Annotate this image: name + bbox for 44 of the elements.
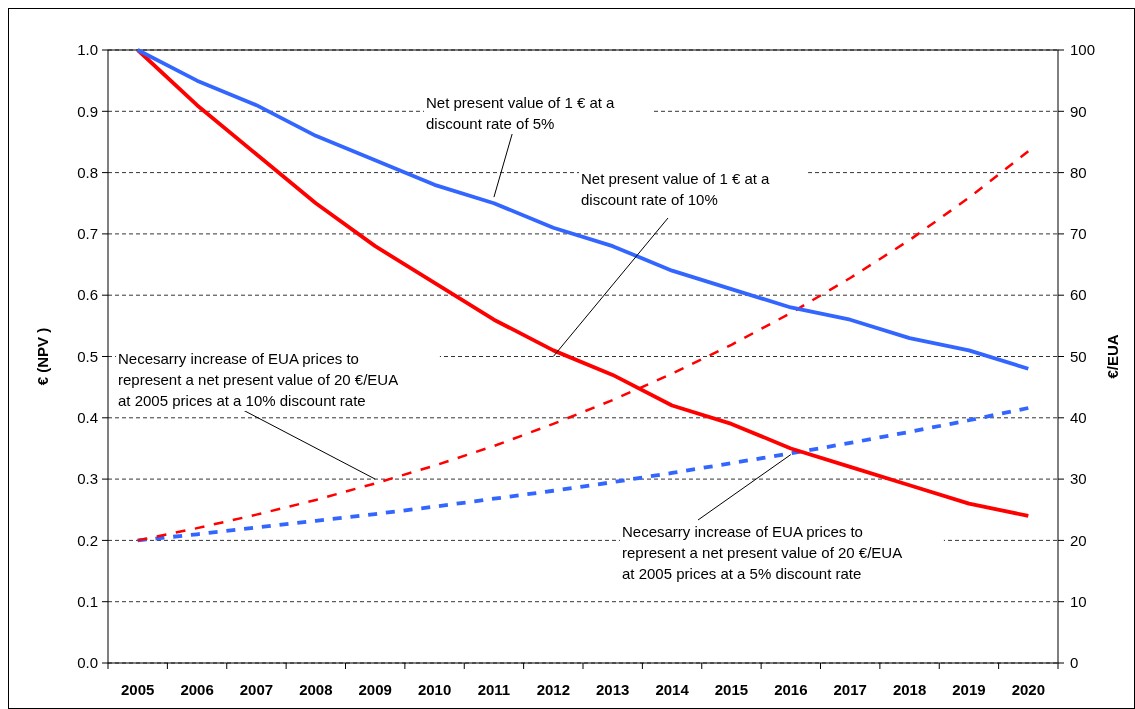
y-tick-label: 0.9 bbox=[77, 102, 98, 120]
y-tick-label: 0.3 bbox=[77, 470, 98, 488]
x-tick-label: 2015 bbox=[714, 681, 749, 698]
annotation: Net present value of 1 € at a discount rate of 5% bbox=[426, 94, 616, 132]
y2-tick-label: 40 bbox=[1070, 409, 1087, 427]
y2-axis-title: €/EUA bbox=[1104, 334, 1121, 379]
x-tick-label: 2008 bbox=[299, 681, 333, 698]
x-tick-label: 2007 bbox=[239, 681, 274, 698]
y2-tick-label: 0 bbox=[1070, 654, 1079, 672]
y2-tick-label: 20 bbox=[1070, 531, 1087, 549]
x-tick-label: 2012 bbox=[536, 681, 570, 698]
annotation: Net present value of 1 € at a discount rate of 10% bbox=[581, 170, 771, 208]
y2-tick-label: 50 bbox=[1070, 347, 1087, 365]
x-tick-label: 2005 bbox=[121, 681, 155, 698]
y-tick-label: 0.8 bbox=[77, 163, 98, 181]
y2-tick-label: 70 bbox=[1070, 225, 1087, 243]
x-tick-label: 2006 bbox=[180, 681, 214, 698]
x-tick-label: 2011 bbox=[477, 681, 511, 698]
y2-tick-label: 60 bbox=[1070, 286, 1087, 304]
y-tick-label: 1.0 bbox=[77, 41, 98, 59]
y2-tick-label: 80 bbox=[1070, 163, 1087, 181]
x-tick-label: 2017 bbox=[833, 681, 867, 698]
y2-tick-label: 100 bbox=[1070, 41, 1096, 59]
y-tick-label: 0.4 bbox=[77, 409, 98, 427]
y2-tick-label: 90 bbox=[1070, 102, 1087, 120]
y-axis-title: € (NPV ) bbox=[34, 327, 51, 386]
x-tick-label: 2013 bbox=[596, 681, 630, 698]
x-tick-label: 2014 bbox=[655, 681, 690, 698]
y-tick-label: 0.0 bbox=[77, 654, 98, 672]
x-tick-label: 2020 bbox=[1011, 681, 1045, 698]
annotation: Necesarry increase of EUA prices to represent a net present value of 20 €/EUA at 2005 prices at a 10% discount rate bbox=[118, 350, 399, 409]
x-tick-label: 2009 bbox=[358, 681, 392, 698]
y-tick-label: 0.6 bbox=[77, 286, 98, 304]
y2-tick-label: 10 bbox=[1070, 592, 1087, 610]
y-tick-label: 0.7 bbox=[77, 225, 98, 243]
x-tick-label: 2016 bbox=[774, 681, 808, 698]
y-tick-label: 0.2 bbox=[77, 531, 98, 549]
y-tick-label: 0.1 bbox=[77, 592, 98, 610]
y-tick-label: 0.5 bbox=[77, 347, 98, 365]
x-tick-label: 2018 bbox=[892, 681, 927, 698]
annotation: Necesarry increase of EUA prices to represent a net present value of 20 €/EUA at 2005 prices at a 5% discount rate bbox=[622, 523, 903, 582]
x-tick-label: 2010 bbox=[417, 681, 452, 698]
x-tick-label: 2019 bbox=[952, 681, 986, 698]
y2-tick-label: 30 bbox=[1070, 470, 1087, 488]
